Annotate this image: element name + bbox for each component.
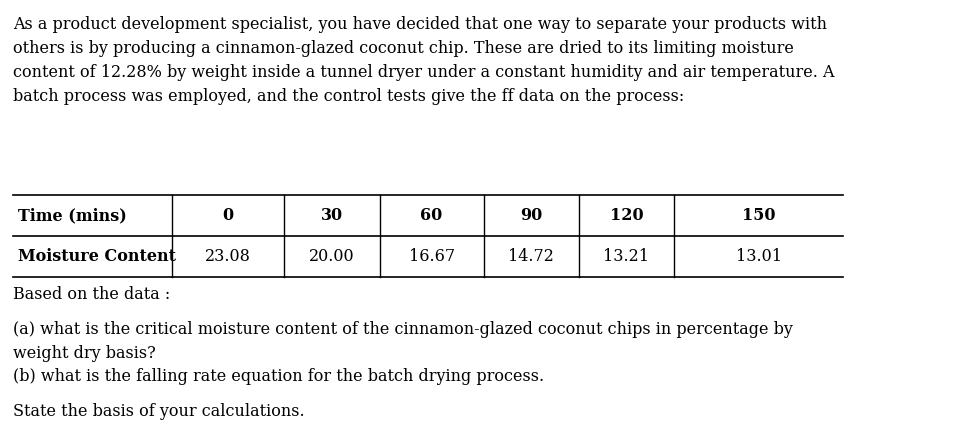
Text: 150: 150	[742, 207, 775, 224]
Text: 20.00: 20.00	[309, 248, 355, 265]
Text: 30: 30	[321, 207, 343, 224]
Text: 120: 120	[610, 207, 643, 224]
Text: 60: 60	[420, 207, 443, 224]
Text: 13.01: 13.01	[736, 248, 782, 265]
Text: 13.21: 13.21	[603, 248, 649, 265]
Text: 0: 0	[222, 207, 234, 224]
Text: 90: 90	[520, 207, 543, 224]
Text: As a product development specialist, you have decided that one way to separate y: As a product development specialist, you…	[13, 16, 834, 105]
Text: Moisture Content: Moisture Content	[17, 248, 175, 265]
Text: (a) what is the critical moisture content of the cinnamon-glazed coconut chips i: (a) what is the critical moisture conten…	[13, 321, 793, 362]
Text: (b) what is the falling rate equation for the batch drying process.: (b) what is the falling rate equation fo…	[13, 368, 545, 385]
Text: 14.72: 14.72	[508, 248, 554, 265]
Text: 23.08: 23.08	[205, 248, 251, 265]
Text: 16.67: 16.67	[409, 248, 455, 265]
Text: State the basis of your calculations.: State the basis of your calculations.	[13, 403, 305, 420]
Text: Based on the data :: Based on the data :	[13, 286, 171, 303]
Text: Time (mins): Time (mins)	[17, 207, 127, 224]
